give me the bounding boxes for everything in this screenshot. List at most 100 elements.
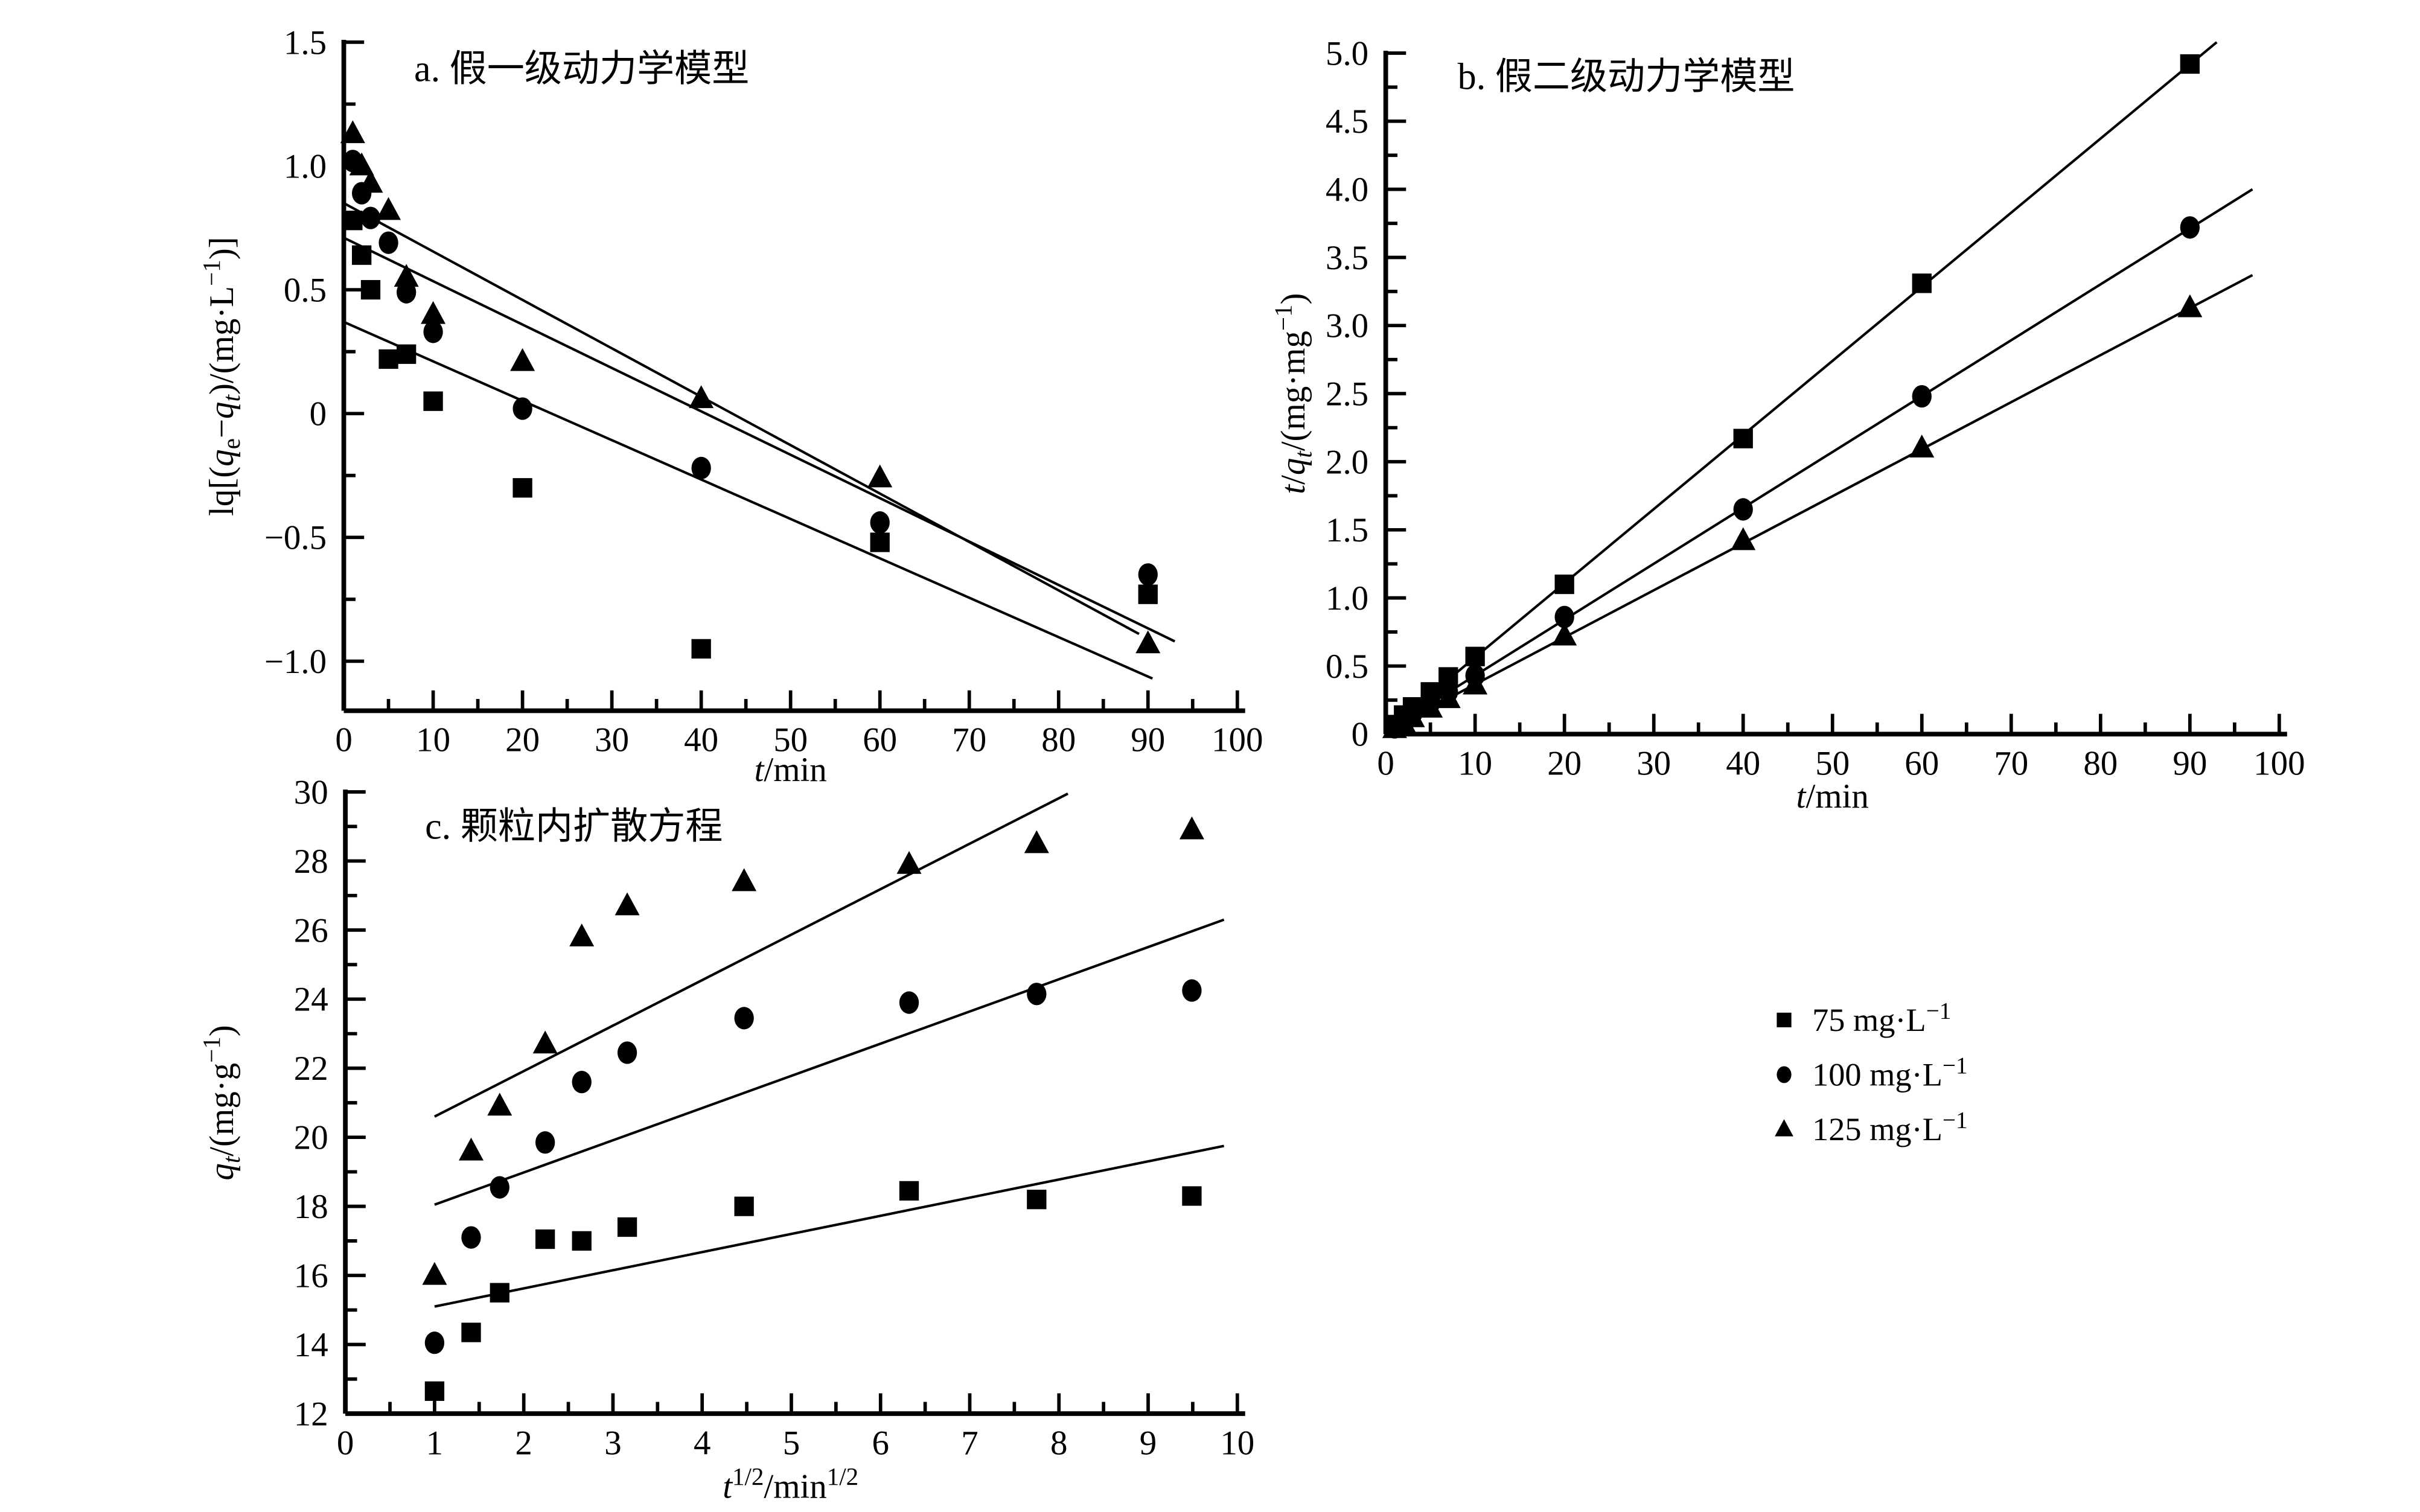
marker-triangle [1400, 704, 1425, 727]
marker-square [899, 1181, 919, 1201]
y-tick-label: 2.5 [1326, 375, 1368, 413]
marker-square [1554, 574, 1574, 595]
marker-square [1465, 646, 1485, 666]
marker-triangle [394, 264, 419, 287]
marker-triangle [689, 385, 714, 409]
marker-triangle [569, 923, 595, 946]
marker-circle [461, 1226, 481, 1249]
x-tick-label: 60 [1904, 745, 1939, 783]
series-circle [343, 150, 1158, 586]
fit-line [434, 918, 1225, 1206]
panel-b-title: b. 假二级动力学模型 [1458, 57, 1795, 98]
y-tick-label: 16 [294, 1257, 328, 1295]
marker-circle [870, 511, 890, 534]
x-tick-label: 7 [961, 1424, 978, 1462]
series-square [424, 1181, 1202, 1401]
y-tick-label: 26 [294, 911, 328, 949]
y-tick-label: 22 [294, 1050, 328, 1088]
series-square [343, 211, 1158, 659]
y-tick-label: 0 [310, 395, 327, 433]
marker-triangle [1731, 527, 1756, 550]
marker-circle [572, 1071, 592, 1094]
marker-square [424, 1381, 445, 1401]
x-tick-label: 9 [1140, 1424, 1157, 1462]
y-tick-label: 3.5 [1326, 239, 1368, 277]
marker-triangle [458, 1137, 484, 1161]
y-tick-label: 0.5 [1326, 648, 1368, 686]
fit-line [1385, 273, 2253, 733]
legend-item-125: 125 mg·L−1 [1775, 1107, 1968, 1147]
marker-triangle [2177, 294, 2203, 317]
panel-c-y-axis-label: qt/(mg·g−1) [197, 1025, 245, 1180]
marker-circle [1777, 1066, 1792, 1083]
y-tick-label: 2.0 [1326, 443, 1368, 481]
marker-triangle [867, 464, 893, 488]
marker-square [343, 211, 363, 231]
panel-a-y-axis-label: lq[(qe−qt)/(mg·L−1)] [197, 237, 245, 516]
fit-line [433, 793, 1068, 1118]
x-tick-label: 60 [863, 721, 897, 759]
legend-label: 75 mg·L−1 [1812, 998, 1951, 1038]
y-tick-label: −1.0 [264, 643, 327, 681]
x-tick-label: 80 [2083, 745, 2118, 783]
marker-square [691, 639, 711, 659]
marker-square [512, 478, 532, 498]
marker-triangle [340, 120, 365, 144]
marker-triangle [1135, 630, 1161, 654]
panel-a-fit-lines [343, 202, 1176, 680]
series-triangle [422, 816, 1204, 1285]
marker-triangle [1909, 435, 1935, 458]
x-tick-label: 100 [1212, 721, 1263, 759]
marker-triangle [1435, 685, 1461, 709]
marker-triangle [1418, 695, 1443, 718]
x-tick-label: 5 [783, 1424, 800, 1462]
y-tick-label: 20 [294, 1119, 328, 1157]
y-tick-label: 3.0 [1326, 307, 1368, 345]
panel-a-x-axis-label: t/min [755, 751, 827, 789]
marker-triangle [349, 152, 374, 176]
marker-triangle [1463, 671, 1488, 695]
marker-circle [691, 456, 711, 480]
marker-square [1027, 1190, 1047, 1210]
marker-circle [512, 397, 532, 420]
marker-square [1182, 1186, 1202, 1206]
marker-circle [2180, 216, 2200, 239]
marker-circle [1182, 979, 1202, 1002]
marker-square [1138, 584, 1158, 604]
x-tick-label: 6 [872, 1424, 889, 1462]
x-tick-label: 10 [1458, 745, 1492, 783]
marker-triangle [510, 348, 535, 371]
x-tick-label: 10 [416, 721, 450, 759]
panel-b-fit-lines [1385, 41, 2253, 733]
marker-square [1733, 429, 1753, 448]
y-tick-label: 18 [294, 1188, 328, 1226]
marker-triangle [896, 850, 922, 874]
marker-square [535, 1229, 555, 1249]
marker-triangle [1552, 622, 1577, 646]
y-tick-label: 1.5 [284, 24, 327, 62]
panel-b: 5.0 4.5 4.0 3.5 3.0 2.5 2.0 1.5 1.0 0.5 00 10 20 30 40… [1269, 34, 2305, 815]
x-tick-label: 30 [595, 721, 629, 759]
marker-circle [1733, 498, 1753, 521]
fit-line [343, 321, 1154, 680]
panel-b-axes: 5.0 4.5 4.0 3.5 3.0 2.5 2.0 1.5 1.0 0.5 00 10 20 30 40… [1326, 34, 2305, 782]
panel-c-fit-lines [433, 793, 1225, 1308]
legend: 75 mg·L−1 100 mg·L−1 125 mg·L−1 [1775, 998, 1968, 1147]
y-tick-label: 14 [294, 1326, 328, 1364]
y-tick-label: 0 [1352, 716, 1368, 754]
fit-line [343, 202, 1140, 636]
x-tick-label: 100 [2253, 745, 2305, 783]
marker-triangle [358, 170, 383, 193]
x-tick-label: 70 [1994, 745, 2028, 783]
marker-triangle [1179, 816, 1204, 840]
panel-a-axes: 1.5 1.0 0.5 0 −0.5 −1.0 0 10 20 30 40 50 60 70 80 90 100 [264, 24, 1263, 759]
marker-triangle [487, 1093, 512, 1116]
marker-circle [617, 1041, 637, 1064]
legend-item-100: 100 mg·L−1 [1777, 1053, 1968, 1093]
legend-label: 100 mg·L−1 [1812, 1053, 1967, 1093]
x-tick-label: 40 [684, 721, 718, 759]
x-tick-label: 50 [773, 721, 808, 759]
fit-line [1385, 188, 2253, 733]
